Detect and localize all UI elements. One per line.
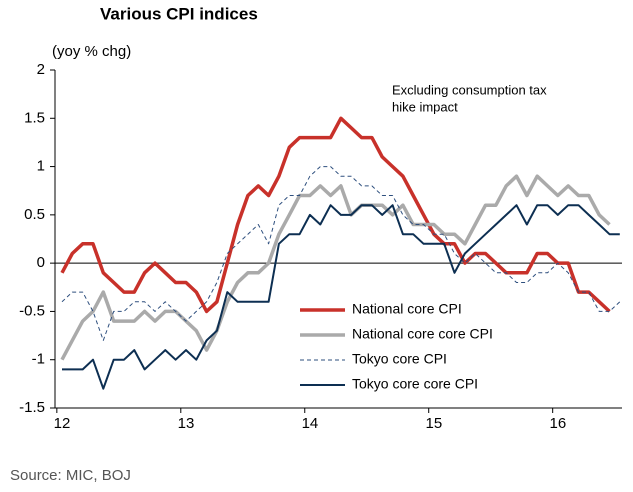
- legend-label: Tokyo core CPI: [352, 351, 447, 367]
- y-tick-label: -0.5: [19, 302, 45, 319]
- legend-label: National core core CPI: [352, 326, 493, 342]
- source: Source: MIC, BOJ: [10, 467, 131, 484]
- chart-title: Various CPI indices: [100, 4, 258, 23]
- legend-label: National core CPI: [352, 301, 462, 317]
- series-line: [60, 116, 611, 314]
- series-line: [62, 204, 620, 390]
- x-tick-label: 13: [178, 415, 195, 432]
- series-line: [60, 174, 611, 361]
- y-tick-label: 0: [37, 254, 45, 271]
- x-tick-label: 16: [549, 415, 566, 432]
- y-tick-label: 1: [37, 158, 45, 175]
- y-tick-label: -1: [32, 351, 45, 368]
- y-tick-label: 2: [37, 61, 45, 78]
- y-axis-label: (yoy % chg): [52, 43, 131, 60]
- annotation: Excluding consumption tax: [392, 82, 547, 97]
- y-tick-label: 0.5: [24, 206, 45, 223]
- series-line: [61, 166, 621, 341]
- x-tick-label: 12: [54, 415, 71, 432]
- y-tick-label: -1.5: [19, 399, 45, 416]
- x-tick-label: 14: [302, 415, 319, 432]
- annotation: hike impact: [392, 99, 458, 114]
- legend-label: Tokyo core core CPI: [352, 376, 478, 392]
- y-tick-label: 1.5: [24, 109, 45, 126]
- x-tick-label: 15: [426, 415, 443, 432]
